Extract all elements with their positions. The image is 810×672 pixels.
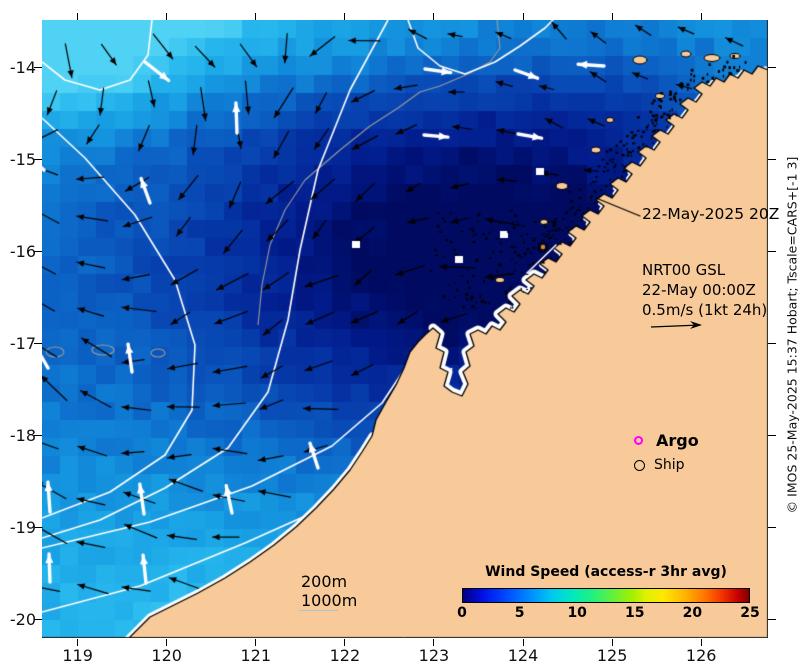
lat-tick-label: -17 <box>9 333 36 353</box>
colorbar-tick-label: 5 <box>514 605 525 621</box>
lat-tick-left <box>34 527 42 529</box>
legend-ship: Ship <box>634 457 685 473</box>
lon-tick-label: 121 <box>240 646 272 665</box>
lon-tick-label: 122 <box>329 646 361 665</box>
colorbar-title: Wind Speed (access-r 3hr avg) <box>485 564 727 580</box>
lat-tick-left <box>34 67 42 69</box>
lat-tick-left <box>34 619 42 621</box>
lon-tick-bottom <box>611 639 613 646</box>
lon-tick-label: 123 <box>418 646 450 665</box>
model-name: NRT00 GSL <box>642 261 726 279</box>
lon-tick-top <box>611 13 613 20</box>
colorbar-tick-label: 20 <box>682 605 703 621</box>
colorbar-tick-label: 0 <box>457 605 467 621</box>
lon-tick-bottom <box>166 639 168 646</box>
lat-tick-label: -16 <box>9 241 36 261</box>
colorbar-tick-label: 25 <box>740 605 760 621</box>
lon-tick-label: 126 <box>685 646 717 665</box>
lon-tick-top <box>77 13 79 20</box>
lon-tick-label: 125 <box>596 646 628 665</box>
lon-tick-top <box>700 13 702 20</box>
lon-tick-top <box>344 13 346 20</box>
lat-tick-label: -19 <box>9 517 36 537</box>
model-run-time: 22-May 00:00Z <box>642 281 756 299</box>
lon-tick-bottom <box>344 639 346 646</box>
lat-tick-right <box>768 159 776 161</box>
ship-label: Ship <box>654 457 685 473</box>
lon-tick-bottom <box>522 639 524 646</box>
lat-tick-left <box>34 435 42 437</box>
colorbar-tick-label: 15 <box>625 605 645 621</box>
lat-tick-right <box>768 435 776 437</box>
lat-tick-label: -14 <box>9 57 36 77</box>
legend-argo: Argo <box>634 431 699 450</box>
velocity-scale-label: 0.5m/s (1kt 24h) <box>642 301 768 319</box>
lon-tick-bottom <box>255 639 257 646</box>
ship-marker-icon <box>634 459 645 471</box>
lat-tick-label: -20 <box>9 609 36 629</box>
lon-tick-bottom <box>77 639 79 646</box>
lon-tick-label: 120 <box>151 646 182 665</box>
lon-tick-bottom <box>433 639 435 646</box>
argo-marker-icon <box>634 436 643 445</box>
lon-tick-top <box>522 13 524 20</box>
lon-tick-top <box>166 13 168 20</box>
isobath-line-swatch <box>299 610 338 611</box>
lat-tick-label: -15 <box>9 149 36 169</box>
argo-label: Argo <box>656 431 699 450</box>
lon-tick-top <box>433 13 435 20</box>
isobath-1000m-label: 1000m <box>301 591 358 610</box>
lon-tick-label: 119 <box>62 646 93 665</box>
lat-tick-right <box>768 527 776 529</box>
isobath-legend: 200m 1000m <box>301 572 357 610</box>
colorbar <box>462 588 750 603</box>
lat-tick-left <box>34 159 42 161</box>
observation-date-label: 22-May-2025 20Z <box>642 205 780 223</box>
lat-tick-right <box>768 343 776 345</box>
velocity-scale-arrow-icon <box>650 321 702 329</box>
lat-tick-left <box>34 251 42 253</box>
isobath-200m-label: 200m <box>301 572 348 591</box>
lon-tick-top <box>255 13 257 20</box>
copyright-text: © IMOS 25-May-2025 15:37 Hobart; Tscale=… <box>784 156 800 514</box>
colorbar-tick-label: 10 <box>567 605 587 621</box>
lon-tick-bottom <box>700 639 702 646</box>
lon-tick-label: 124 <box>507 646 539 665</box>
lat-tick-right <box>768 619 776 621</box>
model-run-info: NRT00 GSL 22-May 00:00Z 0.5m/s (1kt 24h) <box>642 260 767 320</box>
lat-tick-right <box>768 67 776 69</box>
lat-tick-right <box>768 251 776 253</box>
lat-tick-left <box>34 343 42 345</box>
lat-tick-label: -18 <box>9 425 36 445</box>
map-plot-area[interactable] <box>42 20 768 638</box>
